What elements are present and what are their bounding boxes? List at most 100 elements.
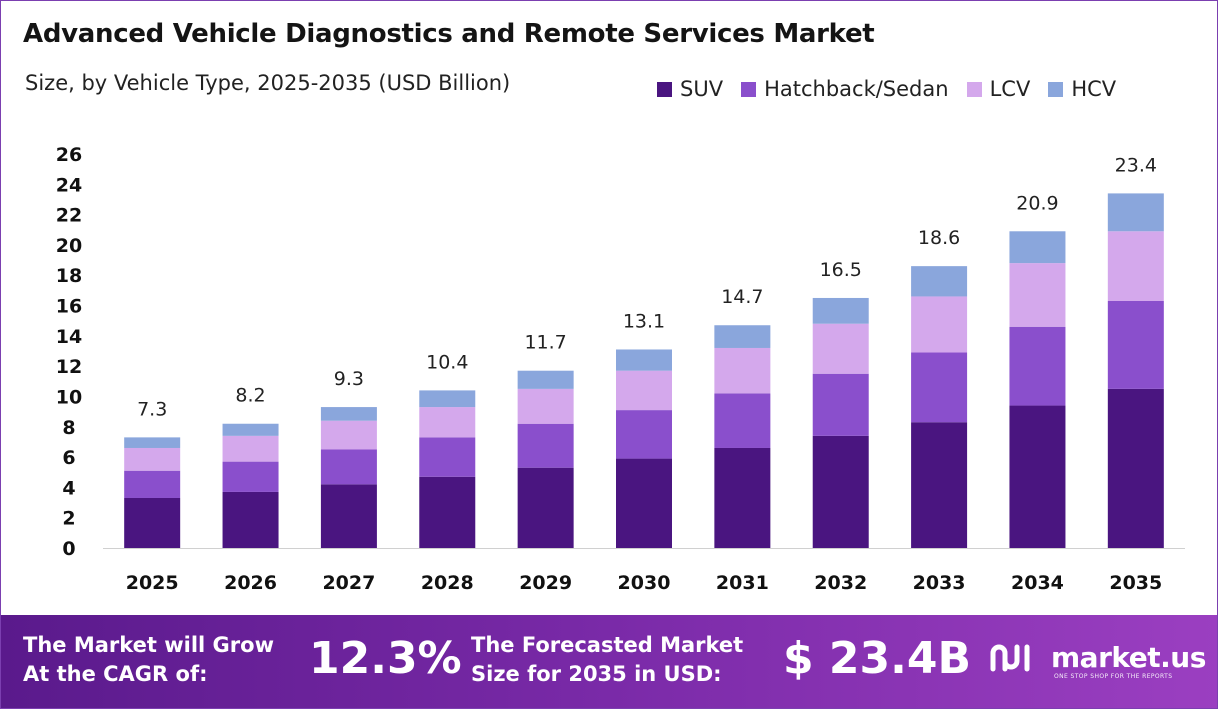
legend-label-suv: SUV [680, 77, 724, 101]
bar-segment-lcv [222, 435, 279, 462]
bar-total-label: 13.1 [623, 310, 665, 332]
bar-segment-hatchback-sedan [517, 423, 574, 468]
bar-segment-hatchback-sedan [1009, 326, 1066, 406]
bar-total-label: 9.3 [334, 368, 364, 390]
bar-total-label: 7.3 [137, 398, 167, 420]
bar-segment-suv [419, 476, 476, 548]
bar-segment-lcv [1009, 263, 1066, 327]
chart-subtitle: Size, by Vehicle Type, 2025-2035 (USD Bi… [25, 71, 511, 95]
brand-name: market.us [1051, 640, 1206, 674]
bar-segment-lcv [911, 296, 968, 353]
x-tick-label: 2032 [814, 572, 867, 594]
legend-swatch-suv [657, 81, 672, 97]
y-tick-label: 4 [62, 477, 75, 499]
bar-segment-suv [1107, 388, 1164, 548]
bar-segment-hcv [419, 390, 476, 408]
bar-total-label: 18.6 [918, 227, 960, 249]
bar-segment-lcv [419, 407, 476, 438]
legend-swatch-hatchback-sedan [741, 81, 757, 97]
bar-segment-hcv [320, 407, 377, 421]
x-tick-label: 2029 [519, 572, 572, 594]
x-tick-label: 2033 [913, 572, 966, 594]
bar-segment-hatchback-sedan [812, 373, 869, 436]
x-tick-label: 2035 [1109, 572, 1162, 594]
cagr-caption-line1: The Market will Grow [23, 633, 274, 657]
bar-segment-lcv [124, 447, 181, 471]
legend-item-hatchback-sedan: Hatchback/Sedan [741, 77, 949, 101]
bar-segment-suv [320, 484, 377, 548]
bar-segment-suv [616, 458, 672, 548]
chart-legend: SUV Hatchback/Sedan LCV HCV [657, 77, 1134, 101]
bars-group: 7.3 8.2 9.3 10.4 11.7 13.1 14.7 16.5 18.6 20.9 23.… [124, 154, 1164, 548]
bar-segment-suv [911, 422, 968, 548]
y-tick-label: 0 [62, 538, 75, 560]
bar-segment-suv [222, 491, 279, 548]
bar-segment-hatchback-sedan [222, 461, 279, 492]
cagr-value: 12.3% [309, 633, 462, 684]
bar-segment-hatchback-sedan [419, 437, 476, 477]
bar-segment-hcv [616, 349, 672, 371]
bar-total-label: 16.5 [820, 259, 862, 281]
legend-label-lcv: LCV [989, 77, 1031, 101]
y-tick-label: 20 [56, 235, 82, 257]
bar-segment-lcv [517, 388, 574, 424]
cagr-caption-line2: At the CAGR of: [23, 662, 208, 686]
y-tick-label: 12 [56, 356, 82, 378]
bar-segment-hcv [124, 437, 181, 448]
cagr-caption: The Market will Grow At the CAGR of: [23, 631, 274, 689]
bar-total-label: 23.4 [1115, 154, 1157, 176]
bar-segment-lcv [812, 323, 869, 374]
y-tick-label: 16 [56, 296, 82, 318]
x-axis: 2025 2026 2027 2028 2029 2030 2031 2032 2033 2034… [103, 548, 1185, 594]
bar-segment-hatchback-sedan [320, 449, 377, 485]
bar-segment-hcv [1107, 193, 1164, 232]
bar-segment-hatchback-sedan [1107, 300, 1164, 389]
bar-segment-hatchback-sedan [124, 470, 181, 498]
y-tick-label: 8 [62, 417, 75, 439]
y-tick-label: 24 [56, 174, 82, 196]
bar-segment-hcv [517, 370, 574, 389]
y-tick-label: 2 [62, 508, 75, 530]
y-tick-label: 26 [56, 144, 82, 166]
x-tick-label: 2028 [421, 572, 474, 594]
brand-tagline: ONE STOP SHOP FOR THE REPORTS [1054, 673, 1173, 680]
bar-segment-hatchback-sedan [616, 410, 672, 459]
forecast-caption: The Forecasted Market Size for 2035 in U… [471, 631, 743, 689]
bar-segment-suv [812, 435, 869, 548]
bar-segment-suv [124, 497, 181, 548]
market-us-logo-icon [990, 644, 1030, 672]
brand-logo: market.us [989, 639, 1206, 675]
bar-segment-hcv [1009, 231, 1066, 264]
y-tick-label: 6 [62, 447, 75, 469]
bar-segment-hatchback-sedan [911, 352, 968, 423]
bar-segment-suv [1009, 405, 1066, 548]
forecast-value: $ 23.4B [783, 633, 972, 684]
bar-segment-lcv [320, 420, 377, 450]
y-tick-label: 10 [56, 386, 82, 408]
bar-segment-lcv [616, 370, 672, 411]
x-tick-label: 2025 [126, 572, 179, 594]
forecast-caption-line2: Size for 2035 in USD: [471, 662, 722, 686]
legend-label-hatchback-sedan: Hatchback/Sedan [764, 77, 949, 101]
legend-item-hcv: HCV [1048, 77, 1116, 101]
bar-total-label: 14.7 [721, 286, 763, 308]
legend-label-hcv: HCV [1071, 77, 1117, 101]
forecast-caption-line1: The Forecasted Market [471, 633, 744, 657]
x-tick-label: 2026 [224, 572, 277, 594]
x-tick-label: 2030 [618, 572, 671, 594]
footer-banner: The Market will Grow At the CAGR of: 12.… [1, 615, 1217, 708]
bar-total-label: 11.7 [524, 332, 566, 354]
bar-segment-suv [714, 447, 771, 548]
bar-total-label: 8.2 [235, 385, 265, 407]
bar-segment-hcv [812, 297, 869, 324]
legend-item-suv: SUV [657, 77, 723, 101]
bar-segment-lcv [1107, 231, 1164, 301]
bar-segment-hcv [714, 325, 771, 348]
bar-segment-hatchback-sedan [714, 393, 771, 448]
x-tick-label: 2027 [322, 572, 375, 594]
y-tick-label: 14 [56, 326, 82, 348]
x-tick-label: 2031 [716, 572, 769, 594]
